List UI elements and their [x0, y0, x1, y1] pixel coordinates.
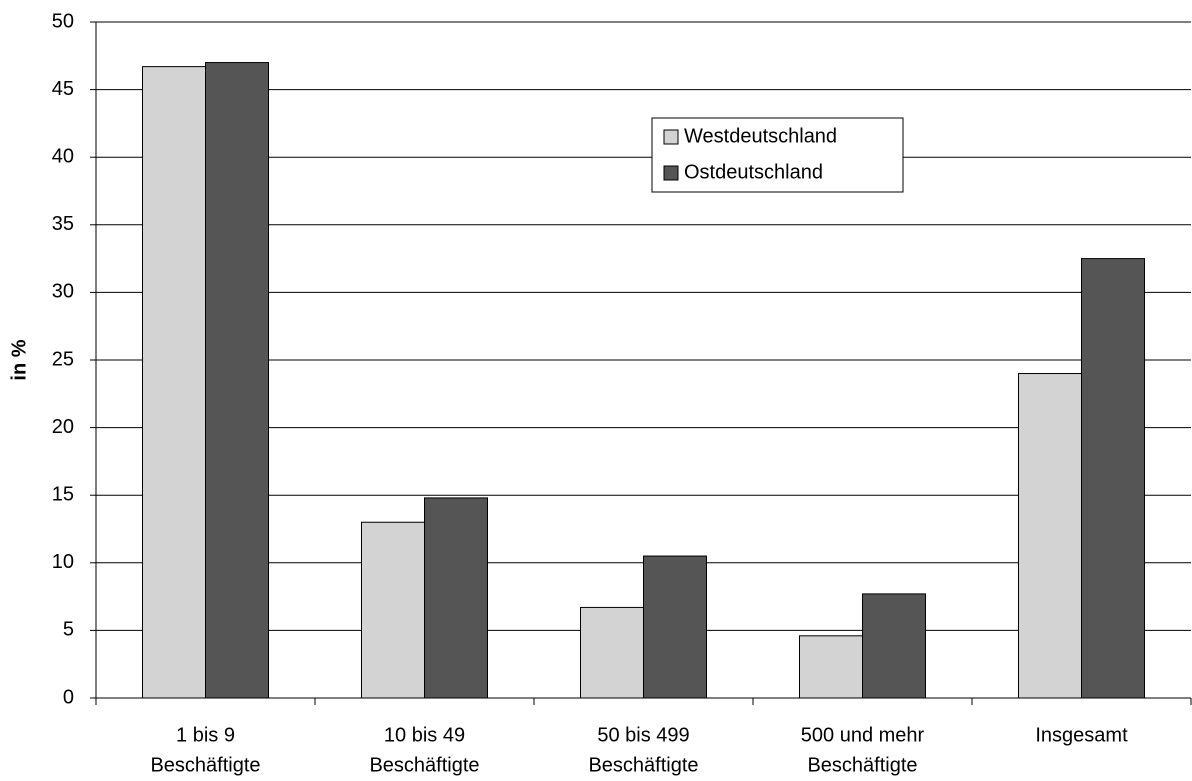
x-tick-label: Beschäftigte	[369, 754, 479, 776]
bar	[205, 62, 269, 699]
y-tick-label: 25	[52, 348, 74, 370]
legend-swatch	[663, 165, 679, 181]
x-tick-label: Beschäftigte	[807, 754, 917, 776]
bar	[580, 606, 644, 699]
x-tick-label: 500 und mehr	[801, 724, 925, 746]
y-tick-label: 45	[52, 78, 74, 100]
y-tick-label: 40	[52, 145, 74, 167]
y-tick-label: 20	[52, 416, 74, 438]
y-tick-label: 50	[52, 10, 74, 32]
y-tick-label: 30	[52, 281, 74, 303]
bar	[799, 635, 863, 699]
y-tick-label: 15	[52, 483, 74, 505]
x-tick-label: Insgesamt	[1035, 724, 1128, 746]
legend-swatch	[663, 129, 679, 145]
legend-box	[651, 117, 904, 193]
y-tick-label: 35	[52, 213, 74, 235]
bar	[862, 593, 926, 699]
x-tick-label: 1 bis 9	[176, 724, 235, 746]
legend-label: Westdeutschland	[684, 125, 837, 147]
bar	[424, 497, 488, 699]
x-tick-label: Beschäftigte	[588, 754, 698, 776]
y-tick-label: 0	[63, 686, 74, 708]
bar	[1081, 258, 1145, 699]
bar	[142, 66, 206, 699]
legend-label: Ostdeutschland	[684, 161, 823, 183]
x-tick-label: Beschäftigte	[150, 754, 260, 776]
y-axis-title: in %	[8, 339, 30, 380]
bar	[361, 521, 425, 699]
bar	[643, 555, 707, 699]
x-tick-label: 10 bis 49	[384, 724, 465, 746]
bar	[1018, 373, 1082, 699]
y-tick-label: 5	[63, 619, 74, 641]
y-tick-label: 10	[52, 551, 74, 573]
x-tick-label: 50 bis 499	[597, 724, 689, 746]
